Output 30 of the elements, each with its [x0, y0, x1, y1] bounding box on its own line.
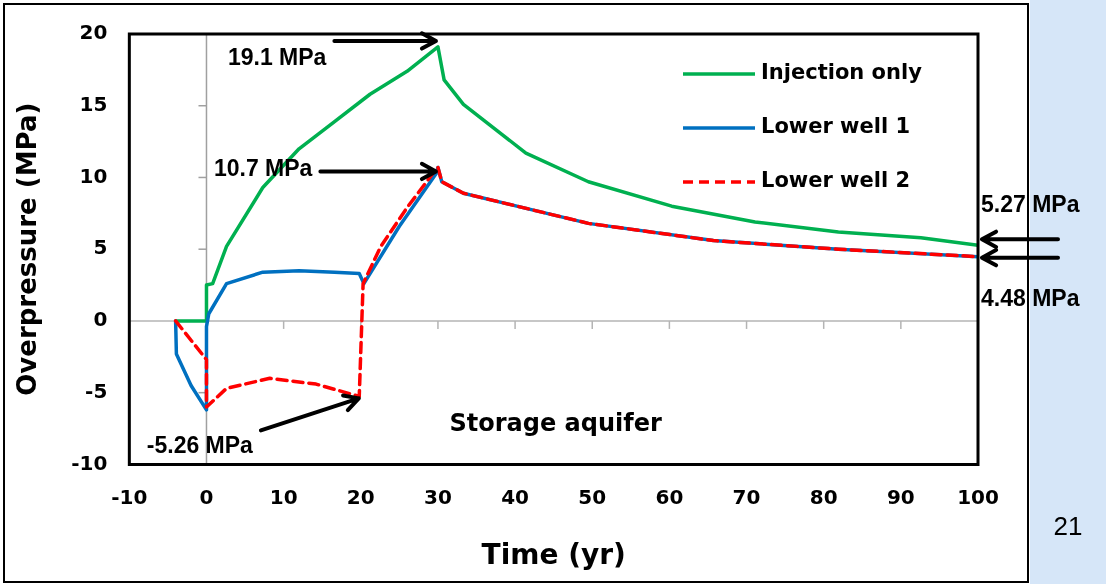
x-tick-label: -10 — [111, 484, 148, 509]
x-tick-label: 50 — [578, 484, 607, 509]
x-tick-label: 80 — [809, 484, 838, 509]
annotation: 19.1 MPa — [227, 44, 327, 71]
annotation: 4.48 MPa — [981, 285, 1080, 311]
annotation: 5.27 MPa — [981, 190, 1080, 217]
y-tick-label: 0 — [93, 307, 108, 332]
x-tick-label: 0 — [199, 484, 214, 509]
x-tick-label: 60 — [655, 484, 684, 509]
y-tick-label: 20 — [79, 20, 108, 45]
x-tick-label: 90 — [886, 484, 915, 509]
y-tick-label: 15 — [79, 91, 108, 116]
x-axis-title: Time (yr) — [481, 538, 626, 572]
legend-label: Injection only — [761, 60, 923, 85]
x-tick-label: 100 — [957, 484, 999, 509]
x-tick-label: 70 — [732, 484, 761, 509]
y-tick-label: 5 — [93, 235, 108, 260]
legend-label: Lower well 2 — [761, 168, 911, 193]
annotation: -5.26 MPa — [146, 431, 254, 458]
legend-label: Lower well 1 — [761, 114, 911, 139]
x-tick-label: 20 — [346, 484, 375, 509]
y-tick-label: -10 — [71, 450, 108, 475]
y-axis-title: Overpressure (MPa) — [12, 102, 43, 396]
annotation: Storage aquifer — [449, 408, 662, 437]
x-tick-label: 10 — [269, 484, 298, 509]
x-tick-label: 40 — [501, 484, 530, 509]
x-tick-label: 30 — [424, 484, 452, 509]
y-tick-label: -5 — [85, 378, 108, 403]
y-tick-label: 10 — [79, 163, 108, 188]
text: 21 — [1053, 511, 1083, 542]
